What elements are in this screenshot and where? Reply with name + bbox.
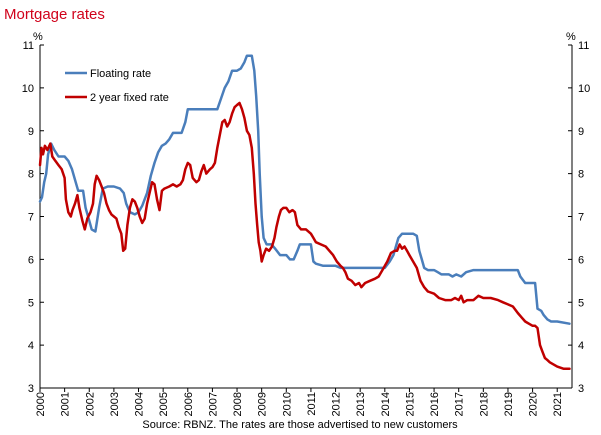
- axes: 3 3 4 4 5 5 6 6 7 7 8 8 9 9 10 10 11 11 2000 2001 2002 2003 20…: [22, 40, 591, 416]
- y-tick-label-right: 8: [578, 169, 584, 181]
- y-tick-label-left: 6: [28, 254, 34, 266]
- y-tick-label-left: 7: [28, 212, 34, 224]
- legend: Floating rate 2 year fixed rate: [65, 68, 169, 104]
- y-tick-label-right: 11: [578, 40, 589, 52]
- y-tick-label-right: 10: [578, 83, 590, 95]
- x-tick-label: 2010: [281, 392, 293, 416]
- y-axis-unit-left: %: [33, 31, 43, 43]
- x-tick-label: 2006: [183, 392, 195, 416]
- x-tick-label: 2004: [134, 392, 146, 416]
- x-tick-label: 2002: [84, 392, 96, 416]
- x-tick-label: 2005: [158, 392, 170, 416]
- legend-label-floating: Floating rate: [90, 68, 151, 80]
- x-tick-label: 2018: [478, 392, 490, 416]
- source-note: Source: RBNZ. The rates are those advert…: [142, 419, 458, 431]
- x-tick-label: 2000: [35, 392, 47, 416]
- x-tick-label: 2019: [503, 392, 515, 416]
- y-tick-label-right: 5: [578, 297, 584, 309]
- y-tick-label-left: 10: [22, 83, 34, 95]
- series-line-floating: [38, 54, 571, 325]
- legend-label-fixed: 2 year fixed rate: [90, 92, 169, 104]
- series-group: [38, 54, 571, 370]
- x-tick-label: 2013: [355, 392, 367, 416]
- x-tick-label: 2014: [380, 392, 392, 416]
- x-tick-label: 2021: [552, 392, 564, 416]
- y-tick-label-left: 8: [28, 169, 34, 181]
- chart-title: Mortgage rates: [4, 6, 105, 23]
- x-tick-label: 2016: [429, 392, 441, 416]
- y-tick-label-right: 7: [578, 212, 584, 224]
- y-tick-label-left: 5: [28, 297, 34, 309]
- y-tick-label-left: 11: [23, 40, 34, 52]
- series-line-fixed: [38, 101, 571, 370]
- y-tick-label-right: 6: [578, 254, 584, 266]
- x-tick-label: 2017: [454, 392, 466, 416]
- x-tick-label: 2020: [528, 392, 540, 416]
- x-tick-label: 2001: [60, 392, 72, 416]
- x-tick-label: 2007: [207, 392, 219, 416]
- y-tick-label-left: 3: [28, 383, 34, 395]
- y-tick-label-right: 9: [578, 126, 584, 138]
- x-tick-label: 2012: [331, 392, 343, 416]
- y-tick-label-right: 3: [578, 383, 584, 395]
- y-tick-label-left: 4: [28, 340, 34, 352]
- y-axis-unit-right: %: [566, 31, 576, 43]
- x-tick-label: 2003: [109, 392, 121, 416]
- x-tick-label: 2011: [306, 392, 318, 416]
- y-tick-label-left: 9: [28, 126, 34, 138]
- x-tick-label: 2015: [404, 392, 416, 416]
- x-tick-label: 2009: [257, 392, 269, 416]
- y-tick-label-right: 4: [578, 340, 584, 352]
- x-tick-label: 2008: [232, 392, 244, 416]
